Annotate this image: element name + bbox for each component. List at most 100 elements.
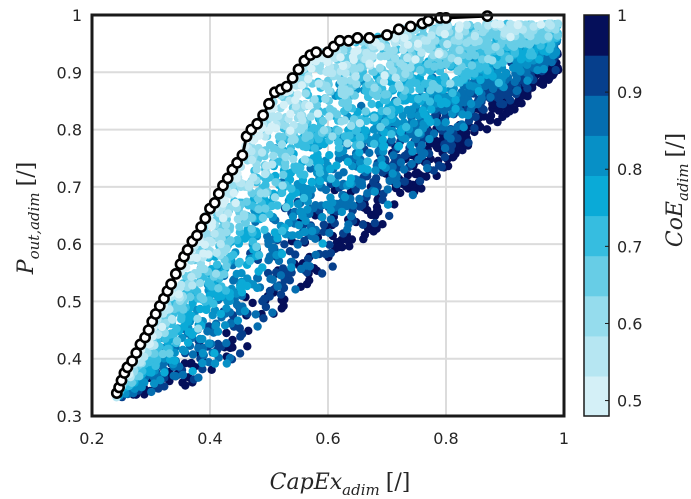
scatter-point [411,134,421,144]
scatter-point [459,98,469,107]
scatter-point [317,269,327,278]
scatter-point [231,198,240,208]
scatter-point [319,126,329,135]
scatter-point [343,132,353,141]
colorbar-label: CoEadim[/] [663,133,691,247]
scatter-point [204,358,213,367]
scatter-point [253,283,262,293]
scatter-point [484,46,493,56]
scatter-point [415,177,425,186]
scatter-point [361,107,370,116]
scatter-point [370,83,379,93]
scatter-point [396,59,405,68]
scatter-point [204,339,214,348]
scatter-point [303,205,312,214]
scatter-point [470,69,479,78]
scatter-point [202,229,212,239]
scatter-point [390,54,400,63]
scatter-point [451,95,460,105]
scatter-point [380,90,390,99]
scatter-point [278,181,287,190]
pareto-point [392,23,405,36]
scatter-point [147,368,156,377]
scatter-point [277,188,287,198]
scatter-point [207,365,216,374]
scatter-point [270,193,280,202]
scatter-point [219,213,228,223]
scatter-point [252,242,261,252]
scatter-point [170,356,179,365]
scatter-point [213,292,223,302]
scatter-point [321,94,330,104]
scatter-point [427,31,436,40]
scatter-point [310,95,319,104]
scatter-point [355,148,364,157]
pareto-point [165,278,177,291]
pareto-point [363,32,376,44]
scatter-point [447,54,456,63]
scatter-point [406,140,415,150]
scatter-point [200,264,209,274]
pareto-point [263,97,275,110]
scatter-point [222,244,231,253]
scatter-point [401,69,410,79]
scatter-point [293,199,303,209]
scatter-point [174,290,183,299]
scatter-point [533,66,542,75]
scatter-point [322,200,331,210]
colorbar-segment [584,375,609,417]
scatter-point [269,151,278,161]
scatter-point [315,168,324,177]
scatter-point [300,236,309,246]
pareto-point [422,14,435,27]
scatter-point [446,134,455,143]
scatter-point [313,109,323,118]
pareto-point [251,117,264,130]
scatter-point [498,58,508,67]
scatter-point [546,21,555,30]
scatter-point [334,171,343,180]
scatter-point [485,116,495,125]
scatter-point [277,140,287,149]
scatter-point [388,169,397,178]
scatter-point [505,107,514,116]
pareto-point [286,72,299,84]
scatter-point [544,32,553,41]
scatter-point [349,55,358,65]
scatter-point [160,368,169,377]
scatter-point [400,177,409,186]
scatter-point [277,304,286,313]
scatter-point [416,85,425,94]
scatter-point [335,242,344,252]
scatter-point [412,79,421,88]
pareto-point [280,80,293,93]
scatter-point [221,220,231,230]
scatter-point [243,342,252,351]
scatter-point [228,335,237,345]
scatter-point [403,53,412,63]
scatter-point [432,141,441,151]
scatter-point [188,350,198,359]
scatter-point [210,229,219,238]
scatter-point [470,31,480,41]
scatter-point [210,359,220,368]
scatter-point [328,132,337,141]
scatter-point [235,349,245,358]
scatter-point [488,81,497,91]
scatter-point [279,100,288,110]
scatter-point [545,73,554,82]
scatter-point [286,126,295,135]
scatter-point [325,228,334,238]
scatter-point [379,77,389,87]
scatter-point [211,321,220,330]
y-tick-label: 0.6 [57,235,82,254]
scatter-point [437,162,446,172]
scatter-point [288,212,298,221]
scatter-point [288,231,297,240]
x-tick-label: 0.2 [79,429,104,448]
scatter-point [443,21,452,31]
scatter-point [301,130,311,140]
scatter-point [340,116,349,125]
scatter-point [245,256,255,266]
